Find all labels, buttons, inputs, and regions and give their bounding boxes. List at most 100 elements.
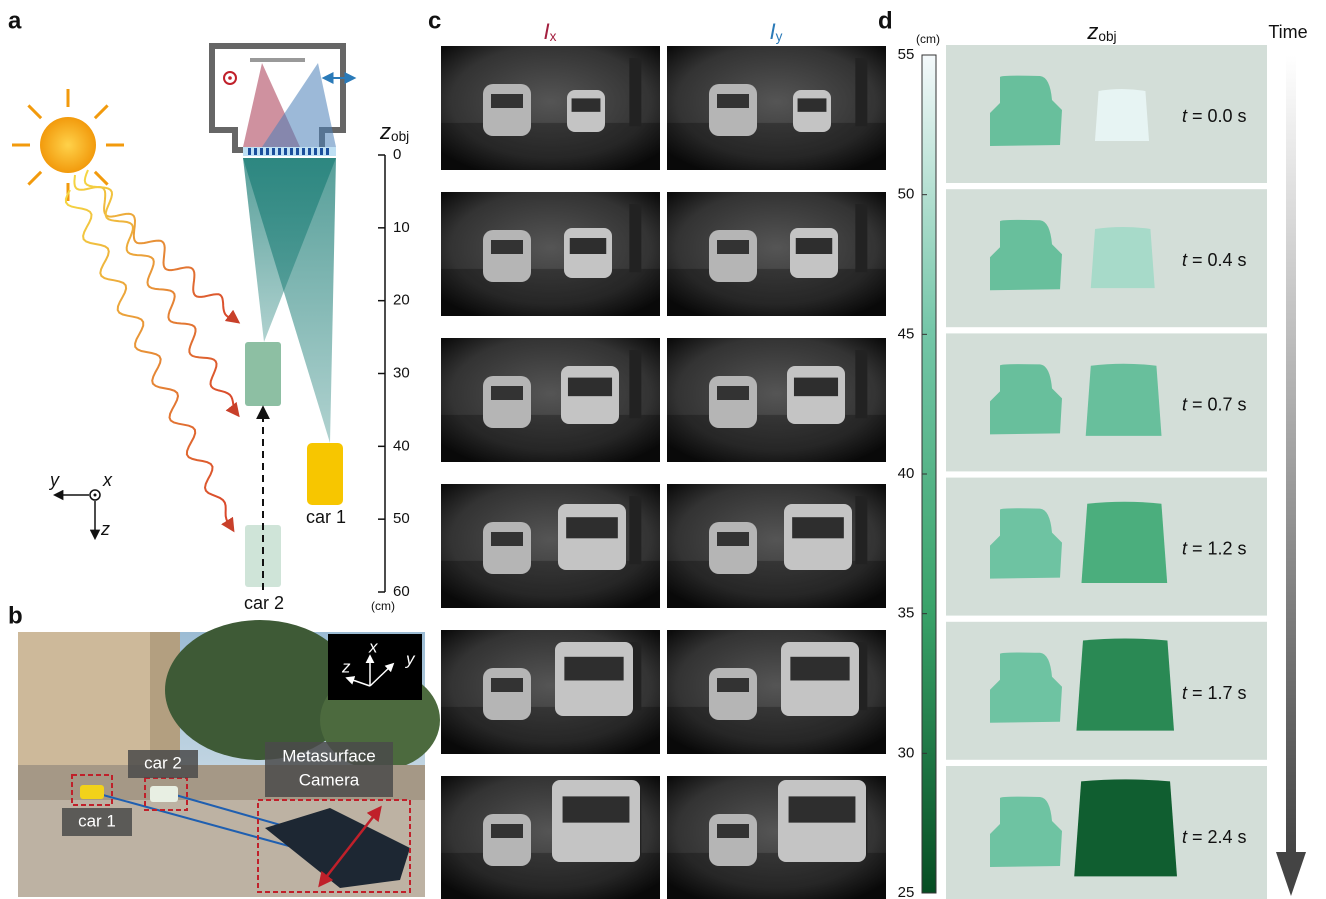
sun-ray [95, 172, 108, 185]
floor [441, 123, 660, 170]
car2-depth [1081, 502, 1167, 583]
colorbar-tick-label: 25 [898, 884, 915, 899]
axis-x-dot [94, 494, 97, 497]
car2-win [794, 378, 838, 397]
car1-img [483, 376, 531, 428]
car1-img [709, 814, 757, 866]
wall [629, 350, 641, 418]
car2-win [563, 796, 630, 822]
panel-label: a [8, 7, 22, 34]
column-title: Iy [770, 19, 783, 44]
car1-win [491, 532, 523, 546]
sub: x [550, 29, 557, 44]
car2-photo [150, 786, 178, 802]
depth-tick-label: 0 [393, 146, 401, 163]
floor [667, 561, 886, 608]
time-stamp: t= 2.4 s [1182, 827, 1247, 847]
car1-label: car 1 [78, 811, 116, 830]
intensity-image [667, 484, 886, 608]
floor [441, 269, 660, 316]
colorbar-tick-label: 30 [898, 744, 915, 761]
wall [855, 204, 867, 272]
car2-win [568, 378, 612, 397]
camera-label: Camera [299, 770, 360, 789]
time-arrow [1286, 55, 1296, 855]
polar-dot [228, 76, 232, 80]
car2-win [564, 657, 623, 681]
camera-label: Metasurface [282, 746, 376, 765]
floor [667, 269, 886, 316]
panel-label: b [8, 602, 23, 629]
car1-win [717, 94, 749, 108]
time-stamp: t= 0.0 s [1182, 106, 1247, 126]
car1-img [483, 522, 531, 574]
car1-img [709, 522, 757, 574]
intensity-image [667, 630, 886, 754]
time-label: Time [1268, 22, 1307, 42]
axis-label: x [102, 470, 113, 490]
car2-win [792, 517, 844, 538]
sub: obj [391, 129, 409, 144]
car2-win [572, 98, 601, 111]
car1-win [717, 678, 749, 692]
car1-win [717, 532, 749, 546]
axis-label: y [405, 649, 416, 668]
colorbar-unit: (cm) [916, 32, 940, 46]
panel-label: d [878, 7, 893, 34]
depth-map-title: zobj [1086, 19, 1116, 44]
car1-img [709, 376, 757, 428]
colorbar-tick-label: 50 [898, 186, 915, 203]
car1-win [491, 678, 523, 692]
car2-depth [1095, 89, 1149, 141]
main: z [379, 119, 391, 144]
intensity-image [667, 338, 886, 462]
depth-tick-label: 40 [393, 437, 410, 454]
time-text: = 0.0 s [1192, 106, 1247, 126]
colorbar-tick-label: 55 [898, 46, 915, 63]
car1-win [491, 240, 523, 254]
intensity-image [441, 776, 660, 899]
panel-label: c [428, 7, 441, 34]
car1-img [709, 668, 757, 720]
car1-win [717, 240, 749, 254]
light-wave [85, 170, 238, 415]
wall [629, 496, 641, 564]
car1-box [307, 443, 343, 505]
car1-win [491, 824, 523, 838]
spacer [55, 495, 95, 507]
car1-img [483, 814, 531, 866]
time-text: = 0.4 s [1192, 250, 1247, 270]
wall [629, 58, 641, 126]
car2-win [798, 98, 827, 111]
figure: abcd0102030405060(cm)zobjcar 1car 2yxzca… [0, 0, 1326, 899]
axis-label: x [368, 637, 378, 656]
colorbar-tick-label: 40 [898, 465, 915, 482]
car2-depth [1086, 364, 1162, 436]
depth-title: zobj [379, 119, 409, 144]
time-stamp: t= 1.7 s [1182, 683, 1247, 703]
column-title: Ix [544, 19, 557, 44]
time-text: = 1.7 s [1192, 683, 1247, 703]
intensity-image [441, 46, 660, 170]
car1-img [483, 668, 531, 720]
depth-tick-label: 10 [393, 219, 410, 236]
car2-label: car 2 [244, 593, 284, 613]
time-stamp: t= 0.7 s [1182, 394, 1247, 414]
colorbar-tick-label: 45 [898, 325, 915, 342]
depth-tick-label: 20 [393, 292, 410, 309]
car2-win [566, 517, 618, 538]
car2-win [789, 796, 856, 822]
car1-win [491, 94, 523, 108]
floor [667, 415, 886, 462]
intensity-image [441, 192, 660, 316]
wall [855, 58, 867, 126]
intensity-image [441, 338, 660, 462]
wall [855, 350, 867, 418]
car1-label: car 1 [306, 507, 346, 527]
car2-win [790, 657, 849, 681]
main: z [1086, 19, 1098, 44]
wall [855, 496, 867, 564]
time-text: = 0.7 s [1192, 394, 1247, 414]
page: {"panel_labels": ["a", "b", "c", "d"], "… [0, 0, 1326, 899]
depth-tick-label: 30 [393, 364, 410, 381]
